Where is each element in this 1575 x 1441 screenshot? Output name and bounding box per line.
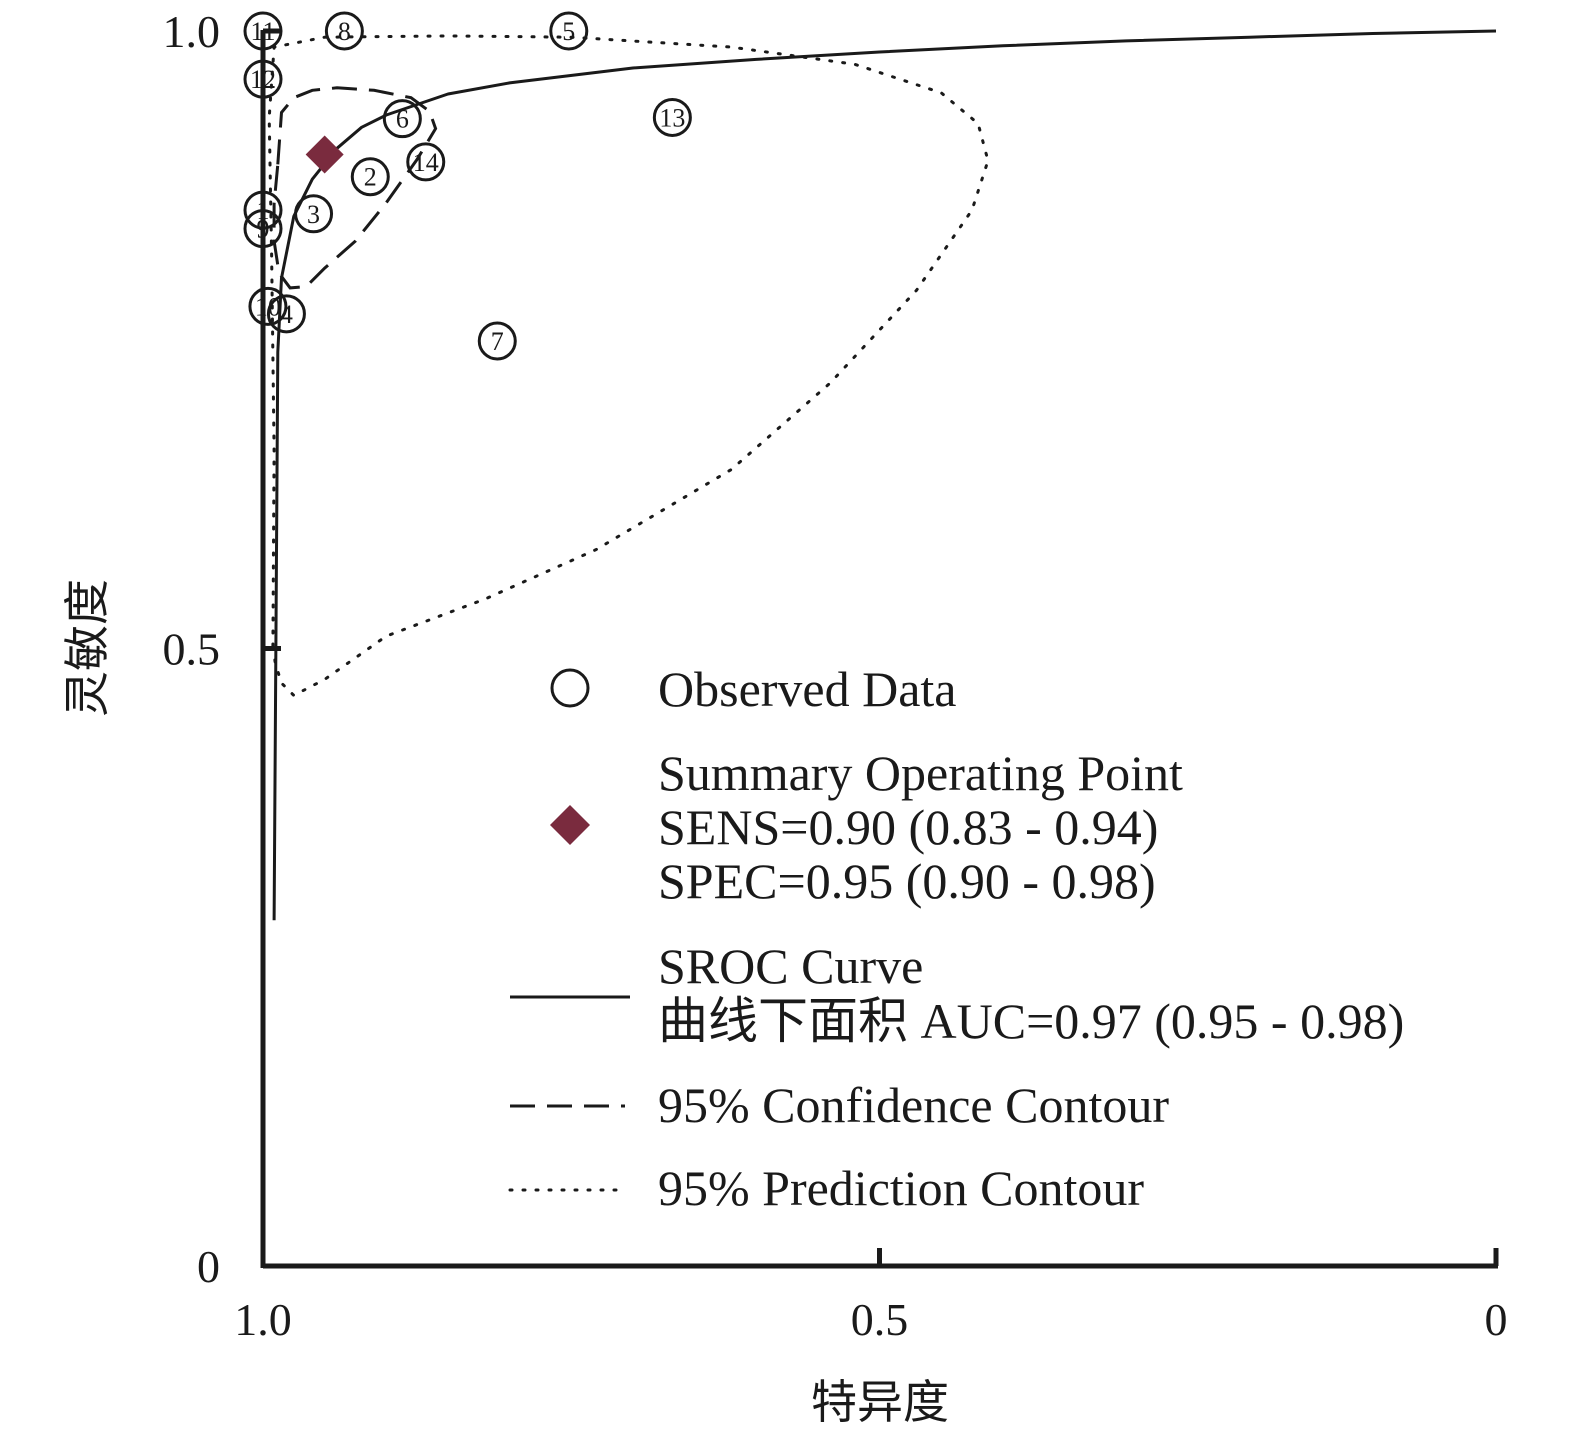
legend-sroc-title: SROC Curve <box>658 938 923 994</box>
legend-prediction-label: 95% Prediction Contour <box>658 1160 1144 1216</box>
study-point-label: 8 <box>338 17 351 46</box>
study-point-circle <box>294 194 334 234</box>
y-tick-label: 0.5 <box>163 624 221 675</box>
study-point-label: 2 <box>364 163 377 192</box>
study-point: 4 <box>266 294 306 334</box>
study-point-label: 7 <box>491 327 504 356</box>
study-point-label: 13 <box>659 103 685 132</box>
confidence-contour <box>272 86 438 290</box>
study-point-circle <box>248 286 288 326</box>
legend-summary-title: Summary Operating Point <box>658 745 1183 801</box>
study-point-label: 6 <box>396 105 409 134</box>
tick-group: 1.0 0.5 0 1.0 0.5 0 <box>163 6 1508 1345</box>
legend: Observed Data Summary Operating Point SE… <box>508 661 1404 1216</box>
legend-summary-spec: SPEC=0.95 (0.90 - 0.98) <box>658 853 1156 909</box>
y-tick-label: 1.0 <box>163 6 221 57</box>
x-tick-label: 0.5 <box>851 1294 909 1345</box>
study-point-circle <box>477 321 517 361</box>
study-point-circle <box>549 11 589 51</box>
study-point: 2 <box>350 157 390 197</box>
study-point: 3 <box>294 194 334 234</box>
study-point-circle <box>382 99 422 139</box>
study-point: 8 <box>324 11 364 51</box>
study-point: 7 <box>477 321 517 361</box>
study-point-label: 4 <box>280 300 293 329</box>
legend-sroc-auc: 曲线下面积 AUC=0.97 (0.95 - 0.98) <box>658 993 1404 1049</box>
study-point-label: 10 <box>255 292 281 321</box>
legend-observed-marker <box>550 668 590 708</box>
study-point: 5 <box>549 11 589 51</box>
x-tick-label: 1.0 <box>234 1294 292 1345</box>
sroc-curve <box>272 29 1497 921</box>
study-point-circle <box>350 157 390 197</box>
study-point-circle <box>406 142 446 182</box>
legend-observed-label: Observed Data <box>658 661 957 717</box>
study-point: 6 <box>382 99 422 139</box>
x-axis-title: 特异度 <box>811 1375 949 1429</box>
legend-confidence-label: 95% Confidence Contour <box>658 1077 1169 1133</box>
legend-summary-marker <box>550 805 590 845</box>
study-point: 10 <box>248 286 288 326</box>
study-point-circle <box>266 294 306 334</box>
summary-operating-point <box>305 135 344 174</box>
study-point-label: 5 <box>562 17 575 46</box>
y-tick-label: 0 <box>197 1241 220 1292</box>
y-axis-title: 灵敏度 <box>60 579 114 717</box>
legend-summary-sens: SENS=0.90 (0.83 - 0.94) <box>658 799 1158 855</box>
study-point-circle <box>652 97 692 137</box>
study-point-circle <box>324 11 364 51</box>
study-point: 14 <box>406 142 446 182</box>
study-point-label: 3 <box>307 200 320 229</box>
study-point-label: 14 <box>413 148 439 177</box>
prediction-contour <box>267 34 990 698</box>
x-tick-label: 0 <box>1485 1294 1508 1345</box>
study-point: 13 <box>652 97 692 137</box>
